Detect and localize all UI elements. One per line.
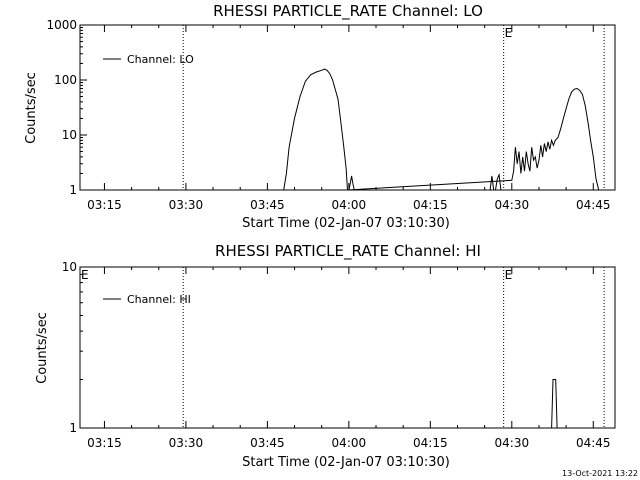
- plot-frame: [79, 266, 616, 429]
- y-tick-label: 10: [62, 128, 77, 142]
- y-axis-label: Counts/sec: [35, 312, 50, 384]
- y-tick-labels: 1 10: [62, 260, 87, 435]
- x-tick-label: 03:15: [87, 198, 122, 212]
- x-tick-label: 04:00: [332, 198, 367, 212]
- chart-title: RHESSI PARTICLE_RATE Channel: LO: [213, 2, 483, 21]
- x-tick-label: 03:45: [250, 198, 285, 212]
- x-tick-labels: 03:15 03:30 03:45 04:00 04:15 04:30 04:45: [87, 25, 611, 212]
- y-tick-label: 100: [54, 73, 77, 87]
- data-series: [283, 68, 600, 191]
- x-axis-label: Start Time (02-Jan-07 03:10:30): [242, 455, 450, 470]
- series-line: [348, 175, 355, 191]
- y-tick-label: 10: [62, 260, 77, 274]
- y-tick-label: 1000: [46, 18, 77, 32]
- x-tick-label: 03:15: [87, 436, 122, 450]
- x-tick-label: 04:15: [413, 436, 448, 450]
- x-tick-label: 04:45: [576, 436, 611, 450]
- timestamp: 13-Oct-2021 13:22: [562, 469, 638, 478]
- x-tick-label: 03:45: [250, 436, 285, 450]
- chart-title: RHESSI PARTICLE_RATE Channel: HI: [215, 242, 481, 261]
- time-marker-label: E: [505, 26, 513, 40]
- time-markers: E: [182, 25, 605, 190]
- x-axis-label: Start Time (02-Jan-07 03:10:30): [242, 216, 450, 231]
- y-tick-label: 1: [69, 421, 77, 435]
- legend: Channel: LO: [103, 53, 194, 66]
- x-tick-label: 04:30: [495, 436, 530, 450]
- x-tick-label: 04:30: [495, 198, 530, 212]
- time-marker-label: E: [81, 268, 89, 282]
- series-line: [283, 68, 600, 191]
- time-marker-label: E: [505, 268, 513, 282]
- series-line: [489, 172, 502, 191]
- legend-entry: Channel: HI: [127, 293, 191, 306]
- legend-entry: Channel: LO: [127, 53, 194, 66]
- chart-panel-lo: RHESSI PARTICLE_RATE Channel: LO Start T…: [24, 2, 616, 231]
- x-tick-label: 03:30: [169, 198, 204, 212]
- chart-panel-hi: RHESSI PARTICLE_RATE Channel: HI Start T…: [35, 242, 616, 470]
- x-tick-label: 03:30: [169, 436, 204, 450]
- series-line: [551, 379, 558, 429]
- data-series: [551, 379, 558, 429]
- plot-frame: [79, 24, 616, 191]
- x-tick-labels: 03:15 03:30 03:45 04:00 04:15 04:30 04:45: [87, 267, 611, 450]
- y-tick-labels: 1 10 100 1000: [46, 18, 87, 197]
- x-tick-label: 04:45: [576, 198, 611, 212]
- y-tick-label: 1: [69, 183, 77, 197]
- y-axis-label: Counts/sec: [24, 72, 39, 144]
- x-tick-label: 04:00: [332, 436, 367, 450]
- legend: Channel: HI: [103, 293, 191, 306]
- x-tick-label: 04:15: [413, 198, 448, 212]
